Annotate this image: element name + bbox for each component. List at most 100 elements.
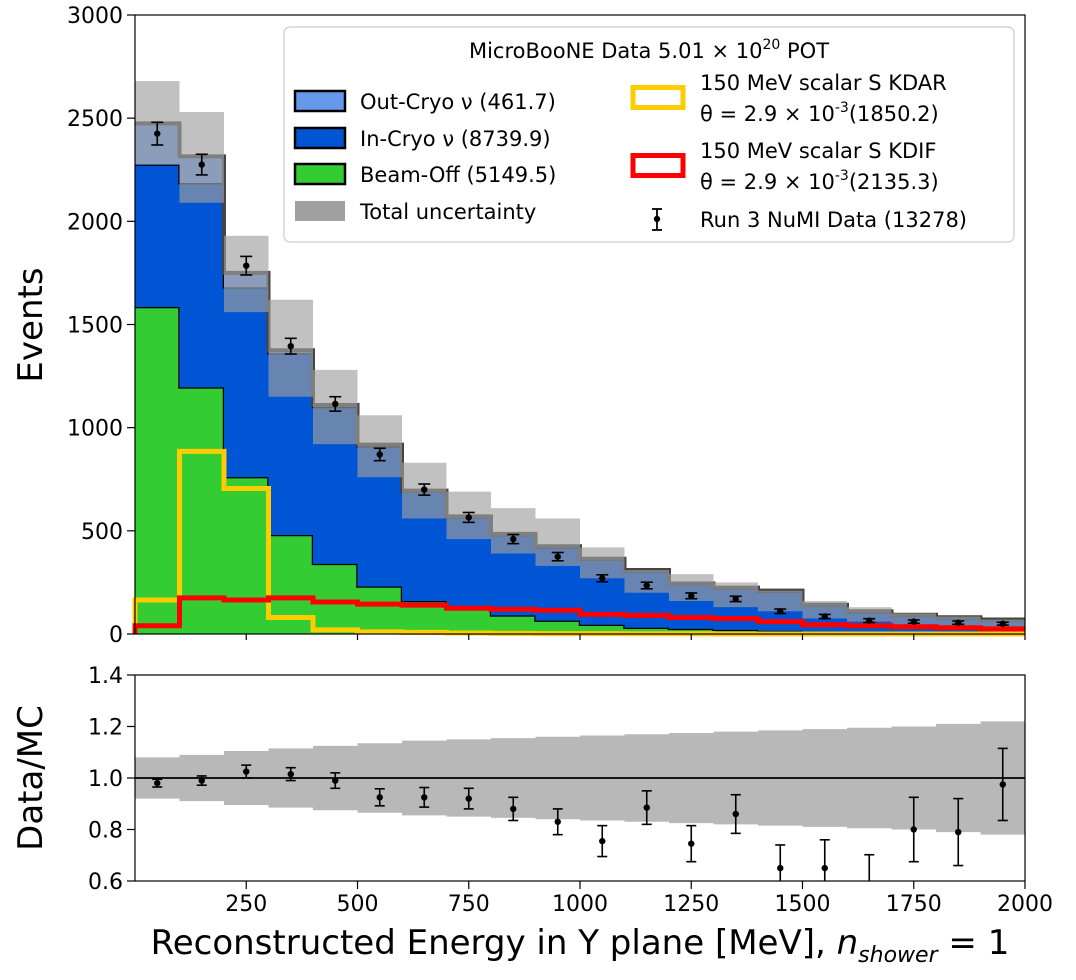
ratio-point-12	[688, 840, 695, 847]
legend-signal-line2-1-base: θ = 2.9 × 10	[700, 170, 835, 194]
legend-title: MicroBooNE Data 5.01 × 1020 POT	[469, 37, 829, 63]
uncertainty-band-bin-14	[758, 590, 803, 612]
ratio-point-6	[421, 794, 428, 801]
legend-box	[283, 26, 1015, 243]
data-point-3	[287, 342, 294, 350]
ratio-point-18	[955, 828, 962, 836]
data-point-15	[821, 613, 828, 620]
ratio-point-13	[732, 810, 739, 818]
uncertainty-band-bin-16	[847, 607, 892, 622]
legend-signal-line2-0-exp: -3	[835, 100, 849, 116]
legend-signal-line2-1: θ = 2.9 × 10-3(2135.3)	[700, 168, 939, 194]
data-point-16	[866, 617, 873, 624]
bottom-y-tick-label-3: 1.2	[88, 716, 123, 741]
top-y-tick-label-2: 1000	[67, 417, 123, 442]
bottom-x-tick-label-7: 2000	[997, 892, 1053, 917]
x-axis-title-var: n	[837, 923, 859, 963]
x-axis-title-sub: shower	[858, 943, 939, 968]
legend-swatch-2	[293, 162, 347, 186]
data-point-11	[643, 582, 650, 589]
top-y-tick-label-6: 3000	[67, 4, 123, 29]
bottom-x-tick-label-4: 1250	[663, 892, 719, 917]
data-point-17	[910, 618, 917, 625]
y-axis-title-ratio: Data/MC	[11, 705, 51, 851]
data-point-6	[421, 486, 428, 493]
legend-swatch-uncertainty	[295, 201, 345, 221]
data-point-4	[332, 400, 339, 408]
data-point-13	[732, 595, 739, 603]
signal-line-1	[132, 595, 1025, 634]
data-point-0	[154, 130, 161, 137]
top-y-tick-label-1: 500	[81, 520, 123, 545]
ratio-point-9	[554, 818, 561, 825]
uncertainty-band-bin-8	[491, 508, 536, 554]
ratio-point-15	[821, 864, 828, 872]
legend-signal-line2-1-exp: -3	[835, 168, 849, 184]
bottom-x-tick-label-0: 250	[225, 892, 267, 917]
x-axis-title: Reconstructed Energy in Y plane [MeV], n…	[151, 923, 1010, 968]
data-point-1	[198, 161, 205, 168]
legend-signal-line2-0-rest: (1850.2)	[849, 102, 939, 126]
ratio-point-10	[599, 837, 606, 845]
top-y-tick-label-4: 2000	[67, 210, 123, 235]
data-point-14	[777, 608, 784, 615]
bottom-x-tick-label-3: 1000	[552, 892, 608, 917]
uncertainty-band-bin-5	[357, 415, 402, 478]
uncertainty-band-bin-15	[802, 600, 847, 619]
top-y-tick-label-0: 0	[109, 623, 123, 648]
uncertainty-band-bin-13	[713, 582, 758, 608]
stack-fill-1	[135, 164, 1025, 633]
ratio-point-14	[777, 864, 784, 872]
data-point-9	[554, 553, 561, 560]
bottom-panel: 0.6 0.8 1.0 1.2 1.4 250 500 750 1000 1250 1500 1750…	[88, 664, 1053, 917]
ratio-point-17	[910, 826, 917, 833]
legend-label-2: Beam-Off (5149.5)	[360, 163, 556, 187]
data-point-10	[599, 575, 606, 582]
data-point-19	[999, 620, 1006, 627]
legend-label-uncertainty: Total uncertainty	[359, 200, 536, 224]
legend-title-suffix: POT	[780, 39, 829, 63]
ratio-point-2	[243, 768, 250, 775]
ratio-point-8	[510, 805, 517, 813]
legend-data-marker	[653, 215, 661, 223]
ratio-point-4	[332, 777, 339, 784]
data-point-18	[955, 619, 962, 626]
legend-title-prefix: MicroBooNE Data 5.01 × 10	[469, 39, 763, 63]
ratio-point-3	[287, 770, 294, 778]
legend-signal-swatch-1	[630, 153, 686, 178]
y-axis-title-events: Events	[11, 267, 51, 382]
ratio-point-5	[376, 794, 383, 801]
legend-signal-swatch-0	[630, 85, 686, 110]
ratio-point-1	[198, 777, 205, 784]
data-point-5	[376, 451, 383, 458]
legend-signal-line1-1: 150 MeV scalar S KDIF	[700, 139, 936, 163]
bottom-y-tick-label-4: 1.4	[88, 664, 123, 689]
uncertainty-band-bin-11	[624, 570, 669, 593]
ratio-point-7	[465, 795, 472, 802]
ratio-points	[152, 747, 1008, 881]
ratio-point-11	[643, 804, 650, 811]
legend-swatch-1	[293, 126, 347, 150]
bottom-x-tick-label-6: 1750	[886, 892, 942, 917]
data-point-8	[510, 535, 517, 543]
x-axis-title-main: Reconstructed Energy in Y plane [MeV],	[151, 923, 837, 963]
ratio-point-0	[154, 779, 161, 787]
legend-label-1: In-Cryo ν (8739.9)	[360, 127, 551, 151]
legend-signal-line2-0-base: θ = 2.9 × 10	[700, 102, 835, 126]
bottom-y-tick-label-2: 1.0	[88, 767, 123, 792]
legend-label-data: Run 3 NuMI Data (13278)	[700, 208, 967, 232]
data-point-2	[243, 262, 250, 269]
legend-signal-line1-0: 150 MeV scalar S KDAR	[700, 71, 947, 95]
bottom-x-tick-label-1: 500	[337, 892, 379, 917]
legend-signal-line2-1-rest: (2135.3)	[849, 170, 939, 194]
uncertainty-band-bin-10	[580, 547, 625, 579]
bottom-x-tick-label-5: 1500	[775, 892, 831, 917]
top-panel: 0 500 1000 1500 2000 2500 3000	[67, 4, 1026, 648]
data-point-12	[688, 592, 695, 600]
top-y-tick-label-5: 2500	[67, 107, 123, 132]
data-point-7	[465, 514, 472, 521]
bottom-y-tick-label-1: 0.8	[88, 819, 123, 844]
ratio-point-19	[999, 781, 1006, 788]
legend: MicroBooNE Data 5.01 × 1020 POT Out-Cryo …	[283, 26, 1015, 243]
